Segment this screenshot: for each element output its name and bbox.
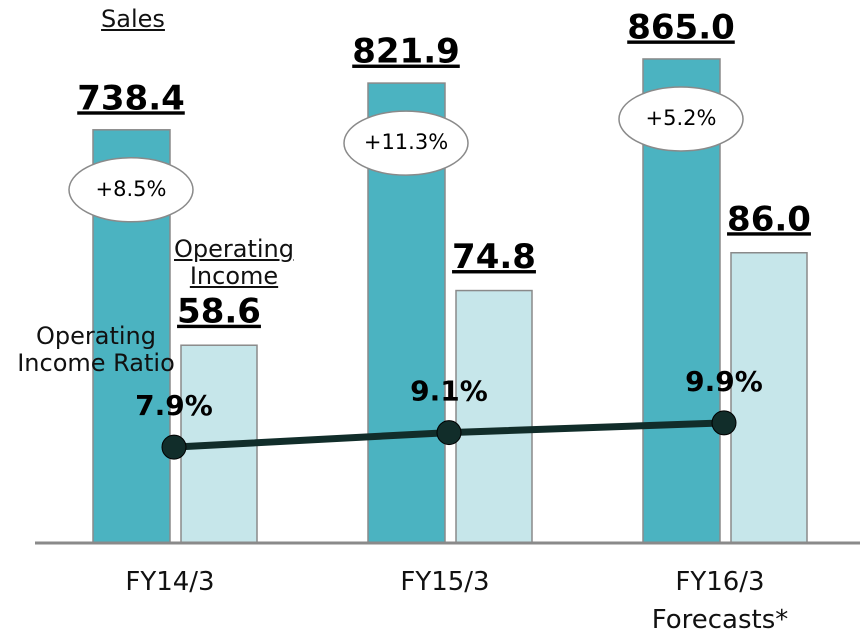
growth-bubble (618, 86, 744, 152)
growth-label: +5.2% (646, 106, 717, 130)
ratio-marker (711, 410, 737, 436)
sales-value-label: 821.9 (352, 32, 460, 72)
x-tick-label: FY15/3 (400, 567, 490, 597)
operating-income-value-label: 58.6 (177, 292, 261, 332)
growth-bubble (68, 157, 194, 223)
ratio-value-label: 9.9% (685, 365, 763, 398)
ratio-label: Operating Income Ratio (17, 322, 175, 377)
x-tick-label: FY16/3 Forecasts* (651, 567, 789, 635)
growth-bubble (343, 110, 469, 176)
ratio-marker (161, 434, 187, 460)
sales-value-label: 738.4 (77, 78, 185, 118)
sales-value-label: 865.0 (627, 7, 735, 47)
x-tick-label: FY14/3 (125, 567, 215, 597)
ratio-value-label: 7.9% (135, 389, 213, 422)
operating-income-value-label: 74.8 (452, 237, 536, 277)
operating-income-bar (455, 289, 533, 544)
operating-income-label: Operating Income (174, 235, 294, 290)
sales-label: Sales (101, 5, 165, 33)
ratio-marker (436, 420, 462, 446)
growth-label: +11.3% (364, 130, 448, 154)
operating-income-bar (730, 252, 808, 544)
operating-income-value-label: 86.0 (727, 199, 811, 239)
growth-label: +8.5% (96, 177, 167, 201)
ratio-value-label: 9.1% (410, 375, 488, 408)
